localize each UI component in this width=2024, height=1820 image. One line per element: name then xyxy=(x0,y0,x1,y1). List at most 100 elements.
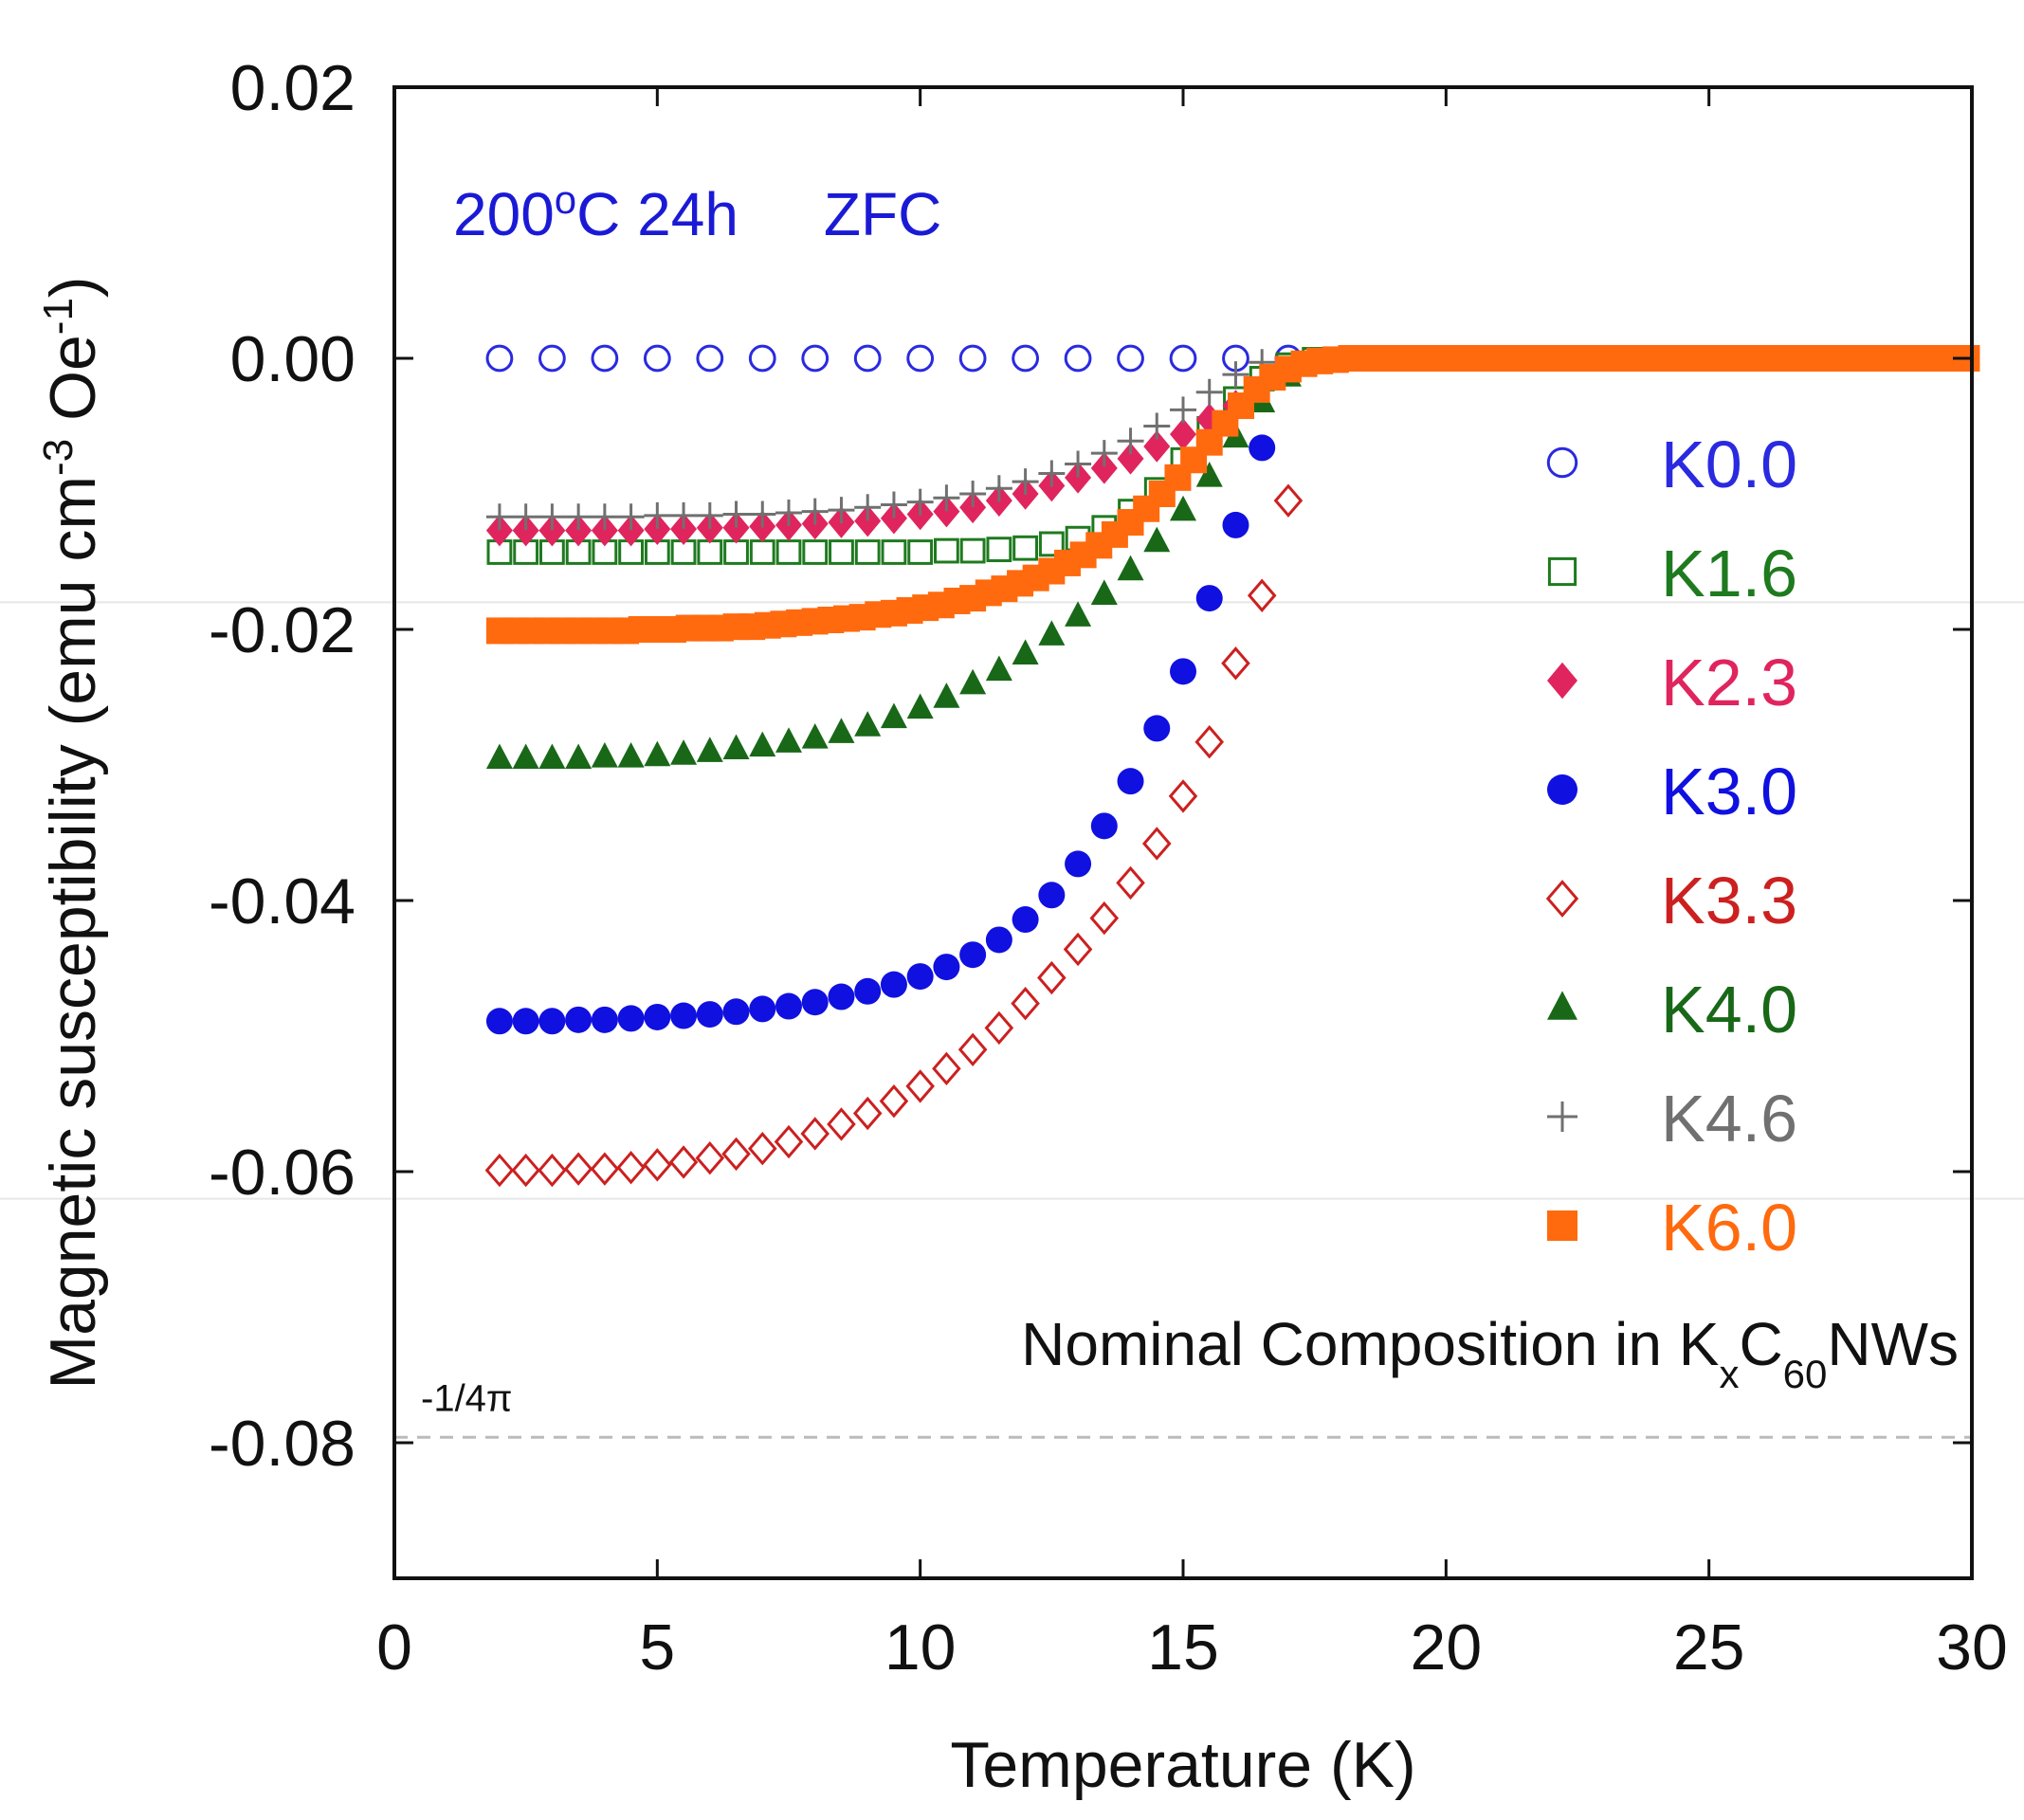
legend-marker-K0.0 xyxy=(1546,446,1578,479)
point-K3.0 xyxy=(933,954,960,981)
point-K0.0 xyxy=(643,344,671,373)
point-K3.0 xyxy=(512,1008,539,1035)
point-K3.0 xyxy=(1222,511,1249,538)
point-K4.6 xyxy=(1195,378,1223,406)
point-K3.3 xyxy=(774,1124,804,1159)
point-K4.0 xyxy=(722,734,750,760)
point-K4.0 xyxy=(959,668,987,695)
annotation-temp: 200 xyxy=(453,180,555,248)
point-K4.6 xyxy=(1143,412,1171,440)
point-K4.0 xyxy=(538,743,566,770)
point-K3.0 xyxy=(591,1006,618,1033)
point-K1.6 xyxy=(1038,531,1065,557)
series-K4.0 xyxy=(485,347,1328,770)
point-K0.0 xyxy=(1117,344,1144,373)
point-K2.3 xyxy=(1170,418,1196,450)
point-K3.3 xyxy=(932,1051,961,1086)
point-K2.3 xyxy=(1090,452,1118,484)
legend-marker-K1.6 xyxy=(1547,556,1577,587)
x-tick-label: 25 xyxy=(1673,1611,1745,1684)
series-K4.6 xyxy=(485,349,1276,531)
point-K3.0 xyxy=(880,971,907,998)
annotation-mode: ZFC xyxy=(824,180,941,248)
point-K0.0 xyxy=(696,344,724,373)
point-K4.6 xyxy=(485,503,513,531)
point-K1.6 xyxy=(881,539,907,565)
point-K3.0 xyxy=(670,1002,698,1029)
point-K2.3 xyxy=(670,513,698,545)
point-K3.3 xyxy=(668,1145,699,1179)
point-K4.6 xyxy=(512,503,539,531)
point-K0.0 xyxy=(853,344,882,373)
y-tick-label: -0.08 xyxy=(209,1408,356,1480)
point-K0.0 xyxy=(538,344,566,373)
point-K3.3 xyxy=(852,1096,883,1131)
point-K4.6 xyxy=(749,500,776,528)
x-tick-label: 30 xyxy=(1936,1611,2008,1684)
point-K3.3 xyxy=(511,1153,540,1188)
annotation-degree: o xyxy=(555,177,576,222)
point-K4.6 xyxy=(1038,460,1066,487)
point-K3.3 xyxy=(695,1141,725,1175)
point-K3.3 xyxy=(1168,779,1198,813)
point-K4.6 xyxy=(854,494,882,521)
point-K4.6 xyxy=(696,501,723,529)
point-K4.6 xyxy=(801,498,829,525)
point-K1.6 xyxy=(854,539,881,565)
point-K3.0 xyxy=(1117,768,1144,795)
point-K4.0 xyxy=(749,731,776,757)
point-K4.0 xyxy=(512,743,539,770)
point-K4.0 xyxy=(1170,495,1196,521)
point-K3.3 xyxy=(590,1152,620,1186)
point-K3.3 xyxy=(905,1069,935,1103)
y-axis-title-end: ) xyxy=(37,276,109,298)
point-K2.3 xyxy=(512,514,539,547)
point-K1.6 xyxy=(829,539,854,565)
point-K0.0 xyxy=(906,344,935,373)
point-K4.6 xyxy=(933,484,960,512)
point-K4.0 xyxy=(828,718,855,743)
series-K0.0 xyxy=(485,344,1303,373)
legend-label-K1.6: K1.6 xyxy=(1661,537,1797,610)
point-K4.6 xyxy=(880,491,907,519)
point-K3.3 xyxy=(563,1152,593,1186)
point-K4.6 xyxy=(1012,468,1039,496)
point-K4.0 xyxy=(775,727,802,753)
reference-line-label: -1/4π xyxy=(421,1377,513,1419)
point-K4.6 xyxy=(775,500,802,527)
point-K2.3 xyxy=(591,514,618,547)
x-tick-label: 5 xyxy=(639,1611,675,1684)
point-K3.0 xyxy=(1143,715,1171,742)
point-K3.0 xyxy=(1195,585,1223,612)
point-K3.0 xyxy=(801,989,829,1016)
legend-marker-K4.0 xyxy=(1547,991,1577,1020)
legend-label-K3.0: K3.0 xyxy=(1661,755,1797,828)
point-K4.0 xyxy=(1038,620,1066,646)
point-K3.0 xyxy=(1065,850,1092,878)
point-K1.6 xyxy=(1012,535,1038,561)
gridlines xyxy=(0,601,2024,1200)
legend-label-K2.3: K2.3 xyxy=(1661,646,1797,719)
point-K1.6 xyxy=(907,539,934,565)
condition-annotation: 200oC 24h ZFC xyxy=(453,177,941,249)
data-marks xyxy=(484,344,1980,1188)
point-K2.3 xyxy=(644,513,671,545)
point-K4.6 xyxy=(906,488,934,516)
point-K3.3 xyxy=(616,1151,646,1185)
point-K3.0 xyxy=(644,1003,671,1030)
point-K4.0 xyxy=(670,739,698,765)
point-K3.3 xyxy=(1141,827,1172,861)
point-K4.0 xyxy=(696,737,723,762)
point-K0.0 xyxy=(591,344,619,373)
y-tick-label: -0.02 xyxy=(209,594,356,666)
point-K3.3 xyxy=(721,1137,751,1172)
point-K4.6 xyxy=(565,503,593,531)
point-K4.0 xyxy=(1065,601,1092,627)
point-K3.0 xyxy=(1090,812,1118,840)
point-K4.0 xyxy=(1117,555,1144,581)
y-axis-title-mid: Oe xyxy=(37,335,109,439)
point-K3.0 xyxy=(906,963,934,991)
legend-label-K6.0: K6.0 xyxy=(1661,1191,1797,1265)
point-K4.6 xyxy=(644,501,671,529)
point-K1.6 xyxy=(986,537,1012,563)
